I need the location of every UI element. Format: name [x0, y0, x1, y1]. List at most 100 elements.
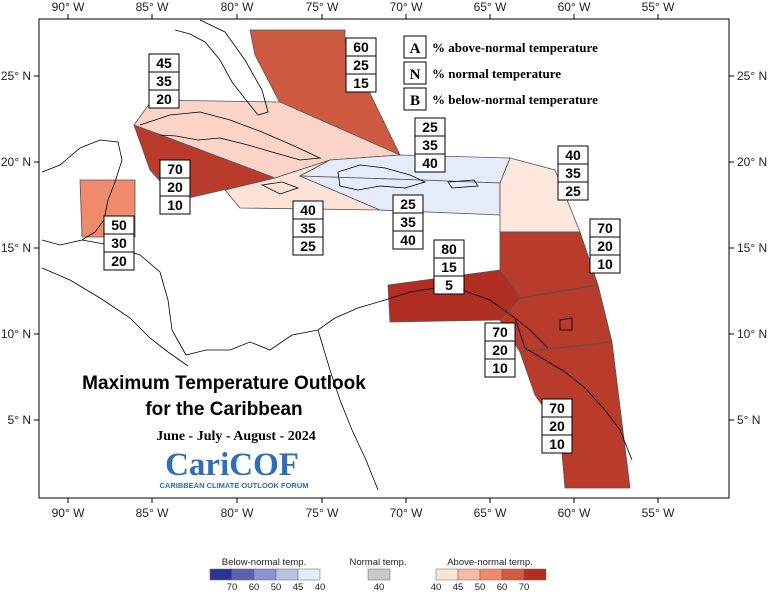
scale-tick: 40	[431, 582, 442, 590]
prob-box-hispaniola-puerto-rico: 25 35 40	[392, 194, 424, 250]
scale-tick: 45	[293, 582, 304, 590]
lon-label: 70° W	[390, 0, 423, 14]
key-letter-above: A	[410, 41, 421, 57]
lon-label: 75° W	[306, 0, 339, 14]
map-title-line2: for the Caribbean	[145, 399, 302, 420]
lon-label: 55° W	[642, 506, 675, 520]
central-america-coast	[81, 239, 549, 356]
swatch	[367, 568, 391, 581]
scale-tick: 40	[315, 582, 326, 590]
key-letter-normal: N	[410, 67, 421, 83]
key-letter-below: B	[410, 93, 420, 109]
above-value: 70	[492, 324, 508, 340]
prob-box-hispaniola-north: 25 35 40	[414, 117, 446, 173]
lon-label: 85° W	[136, 506, 169, 520]
swatch	[523, 568, 547, 581]
lat-label: 25° N	[737, 69, 767, 83]
scale-tick: 70	[227, 582, 238, 590]
color-scale: Below-normal temp. 70 60 50 45 40 Normal…	[209, 557, 547, 593]
lat-label: 15° N	[1, 241, 31, 255]
below-value: 10	[492, 360, 508, 376]
normal-value: 35	[565, 165, 581, 181]
lat-label: 25° N	[1, 69, 31, 83]
scale-tick: 60	[249, 582, 260, 590]
prob-box-cayman: 70 20 10	[159, 159, 191, 215]
trinidad-coast	[559, 317, 573, 331]
normal-value: 30	[111, 235, 127, 251]
florida-coast	[174, 19, 269, 116]
lat-label: 10° N	[1, 327, 31, 341]
map-frame	[38, 18, 730, 499]
above-value: 80	[441, 241, 457, 257]
lon-label: 55° W	[642, 0, 675, 14]
normal-value: 35	[422, 137, 438, 153]
coastlines	[41, 19, 633, 491]
below-value: 10	[597, 256, 613, 272]
normal-value: 20	[167, 179, 183, 195]
above-value: 45	[156, 55, 172, 71]
normal-value: 20	[549, 418, 565, 434]
normal-value: 20	[597, 238, 613, 254]
prob-box-abc-islands: 80 15 5	[433, 239, 465, 295]
above-value: 25	[400, 196, 416, 212]
below-value: 20	[156, 91, 172, 107]
above-value: 70	[597, 220, 613, 236]
below-value: 25	[565, 183, 581, 199]
latitude-labels-right: 25° N 20° N 15° N 10° N 5° N	[737, 69, 767, 427]
scale-tick: 45	[453, 582, 464, 590]
lat-label: 5° N	[8, 413, 31, 427]
lon-label: 90° W	[52, 0, 85, 14]
above-value: 70	[167, 161, 183, 177]
prob-box-guianas: 70 20 10	[541, 398, 573, 454]
cuba-coast	[139, 111, 322, 161]
longitude-labels-top: 90° W 85° W 80° W 75° W 70° W 65° W 60° …	[52, 0, 675, 14]
title-block: Maximum Temperature Outlook for the Cari…	[82, 373, 366, 490]
caricof-logo: CariCOF	[165, 447, 299, 483]
scale-title-normal: Normal temp.	[349, 557, 406, 568]
lon-label: 75° W	[306, 506, 339, 520]
above-value: 40	[300, 202, 316, 218]
pacific-coast	[41, 267, 189, 367]
scale-tick: 50	[271, 582, 282, 590]
normal-value: 35	[156, 73, 172, 89]
scale-tick: 70	[519, 582, 530, 590]
below-value: 25	[300, 238, 316, 254]
swatch	[253, 568, 277, 581]
south-america-coast	[317, 317, 633, 491]
prob-box-belize: 50 30 20	[103, 215, 135, 271]
lon-label: 70° W	[390, 506, 423, 520]
latitude-labels-left: 25° N 20° N 15° N 10° N 5° N	[1, 69, 31, 427]
lon-label: 80° W	[221, 506, 254, 520]
below-value: 10	[549, 436, 565, 452]
swatch	[479, 568, 503, 581]
normal-value: 35	[300, 220, 316, 236]
lon-label: 65° W	[474, 506, 507, 520]
probability-key: A % above-normal temperature N % normal …	[403, 35, 598, 111]
prob-box-bahamas: 60 25 15	[345, 37, 377, 93]
swatch	[297, 568, 321, 581]
jamaica-coast	[260, 181, 300, 195]
lat-label: 10° N	[737, 327, 767, 341]
above-value: 40	[565, 147, 581, 163]
normal-value: 15	[441, 259, 457, 275]
lon-label: 90° W	[52, 506, 85, 520]
lon-label: 65° W	[474, 0, 507, 14]
lon-label: 60° W	[558, 0, 591, 14]
swatch	[275, 568, 299, 581]
scale-swatches-below	[209, 568, 321, 581]
region-guianas	[519, 341, 631, 489]
above-value: 70	[549, 400, 565, 416]
swatch	[457, 568, 481, 581]
below-value: 20	[111, 253, 127, 269]
normal-value: 20	[492, 342, 508, 358]
probability-boxes: 60 25 15 45 35 20 70 20 10 50 30 20 40 3…	[103, 37, 621, 454]
region-trinidad	[499, 284, 613, 353]
map-season: June - July - August - 2024	[156, 429, 315, 444]
lat-label: 20° N	[737, 155, 767, 169]
scale-tick: 40	[374, 582, 385, 590]
below-value: 40	[400, 232, 416, 248]
above-value: 50	[111, 217, 127, 233]
lat-label: 20° N	[1, 155, 31, 169]
below-value: 10	[167, 197, 183, 213]
